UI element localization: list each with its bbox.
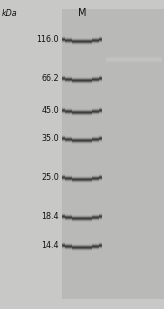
Text: 25.0: 25.0 [41, 173, 59, 182]
Text: 116.0: 116.0 [37, 35, 59, 44]
Text: 18.4: 18.4 [41, 212, 59, 222]
Text: 14.4: 14.4 [41, 241, 59, 250]
Text: kDa: kDa [2, 9, 18, 18]
Text: 45.0: 45.0 [41, 106, 59, 115]
Text: M: M [78, 8, 86, 18]
Text: 35.0: 35.0 [41, 133, 59, 142]
Text: 66.2: 66.2 [41, 74, 59, 83]
